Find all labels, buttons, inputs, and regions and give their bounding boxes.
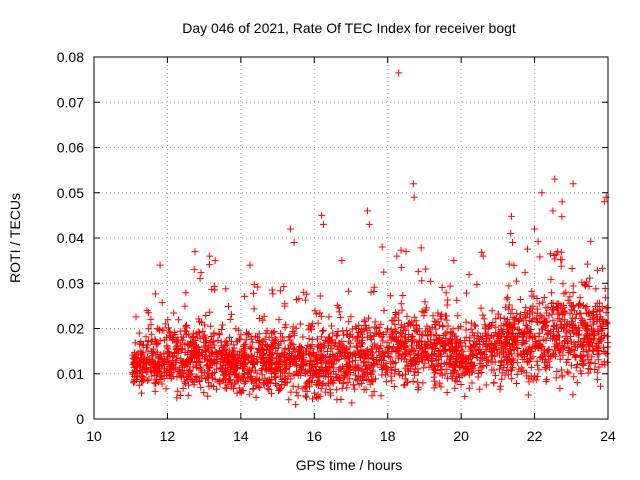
y-tick-label: 0.06 <box>57 140 84 156</box>
x-tick-label: 18 <box>380 428 396 444</box>
roti-peak-point <box>450 257 458 265</box>
roti-peak-point <box>549 207 557 215</box>
roti-point-cloud <box>129 212 612 409</box>
roti-peak-point <box>507 229 515 237</box>
y-tick-label: 0.03 <box>57 275 84 291</box>
roti-peak-point <box>364 207 372 215</box>
roti-peak-point <box>206 252 214 260</box>
axis-ticks <box>93 56 609 420</box>
y-tick-label: 0.04 <box>57 230 84 246</box>
y-tick-label: 0.08 <box>57 49 84 65</box>
y-tick-label: 0.05 <box>57 185 84 201</box>
roti-peak-point <box>531 225 539 233</box>
roti-peak-point <box>286 225 294 233</box>
roti-peak-point <box>410 193 418 201</box>
x-tick-label: 24 <box>600 428 616 444</box>
roti-peak-point <box>479 252 487 260</box>
roti-peak-point <box>290 239 298 247</box>
roti-peak-point <box>600 198 608 206</box>
x-tick-label: 10 <box>86 428 102 444</box>
roti-peak-point <box>395 69 403 77</box>
roti-peak-point <box>156 261 164 269</box>
y-tick-label: 0.01 <box>57 366 84 382</box>
roti-peak-point <box>318 211 326 219</box>
y-axis-label: ROTI / TECUs <box>7 193 23 283</box>
data-points <box>129 69 612 409</box>
roti-peak-point <box>602 193 610 201</box>
x-tick-label: 16 <box>306 428 322 444</box>
x-tick-label: 14 <box>233 428 249 444</box>
roti-peak-point <box>191 248 199 256</box>
roti-peak-point <box>393 252 401 260</box>
x-axis-label: GPS time / hours <box>296 457 403 473</box>
roti-peak-point <box>509 239 517 247</box>
roti-peak-point <box>319 220 327 228</box>
x-tick-labels: 10 12 14 16 18 20 22 24 <box>86 428 616 444</box>
x-tick-label: 22 <box>527 428 543 444</box>
roti-peak-point <box>338 257 346 265</box>
roti-peak-point <box>365 220 373 228</box>
roti-peak-point <box>402 248 410 256</box>
roti-peak-point <box>538 189 546 197</box>
roti-peak-point <box>211 257 219 265</box>
x-tick-label: 12 <box>160 428 176 444</box>
roti-peak-point <box>409 180 417 188</box>
roti-peak-point <box>569 180 577 188</box>
roti-peak-point <box>558 198 566 206</box>
roti-peak-point <box>551 175 559 183</box>
y-tick-label: 0.02 <box>57 321 84 337</box>
grid-lines <box>94 57 608 419</box>
y-tick-labels: 0 0.01 0.02 0.03 0.04 0.05 0.06 0.07 0.08 <box>57 49 84 427</box>
roti-peak-point <box>378 243 386 251</box>
chart-title: Day 046 of 2021, Rate Of TEC Index for r… <box>182 20 516 36</box>
x-tick-label: 20 <box>453 428 469 444</box>
y-tick-label: 0 <box>76 411 84 427</box>
roti-peak-point <box>246 261 254 269</box>
y-tick-label: 0.07 <box>57 94 84 110</box>
